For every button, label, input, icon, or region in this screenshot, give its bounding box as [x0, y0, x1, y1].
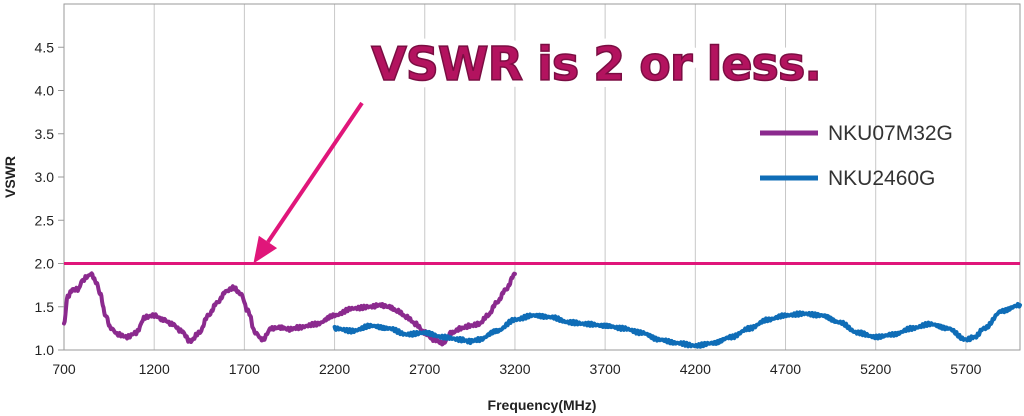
annotation-text: VSWR is 2 or less. — [371, 37, 821, 91]
y-tick-label: 4.5 — [35, 39, 55, 55]
annotation-callout: VSWR is 2 or less. VSWR is 2 or less. — [364, 30, 829, 98]
annotation-arrow — [253, 101, 364, 264]
x-tick-label: 5200 — [860, 361, 891, 377]
x-axis-ticks: 700 1200 1700 2200 2700 3200 3700 4200 4700 5200 5… — [52, 361, 981, 377]
annotation-text-outline: VSWR is 2 or less. — [371, 37, 821, 91]
x-tick-label: 1700 — [229, 361, 260, 377]
y-tick-label: 2.5 — [35, 212, 55, 228]
legend-label: NKU2460G — [828, 167, 935, 190]
vertical-grid — [153, 4, 967, 350]
x-axis-title: Frequency(MHz) — [488, 397, 597, 413]
y-axis-title: VSWR — [2, 156, 18, 198]
x-tick-label: 3700 — [590, 361, 621, 377]
y-tick-label: 1.0 — [35, 342, 55, 358]
x-tick-label: 1200 — [139, 361, 170, 377]
arrow-shaft — [266, 101, 364, 244]
series-line-nku2460g — [332, 302, 1022, 349]
y-axis-ticks: 1.0 1.5 2.0 2.5 3.0 3.5 4.0 4.5 — [35, 39, 64, 358]
y-tick-label: 4.0 — [35, 83, 55, 99]
series-line-nku07m32g — [62, 271, 517, 347]
x-tick-label: 3200 — [499, 361, 530, 377]
legend-label: NKU07M32G — [828, 122, 953, 145]
x-tick-label: 700 — [52, 361, 76, 377]
x-tick-label: 2200 — [319, 361, 350, 377]
x-tick-label: 4200 — [680, 361, 711, 377]
y-tick-label: 1.5 — [35, 299, 55, 315]
x-tick-label: 5700 — [950, 361, 981, 377]
y-tick-label: 2.0 — [35, 256, 55, 272]
x-tick-label: 4700 — [770, 361, 801, 377]
x-tick-label: 2700 — [409, 361, 440, 377]
series-layer — [62, 271, 1022, 349]
arrow-head — [253, 235, 278, 264]
y-tick-label: 3.0 — [35, 169, 55, 185]
legend: NKU07M32G NKU2460G — [760, 122, 953, 190]
y-tick-label: 3.5 — [35, 126, 55, 142]
